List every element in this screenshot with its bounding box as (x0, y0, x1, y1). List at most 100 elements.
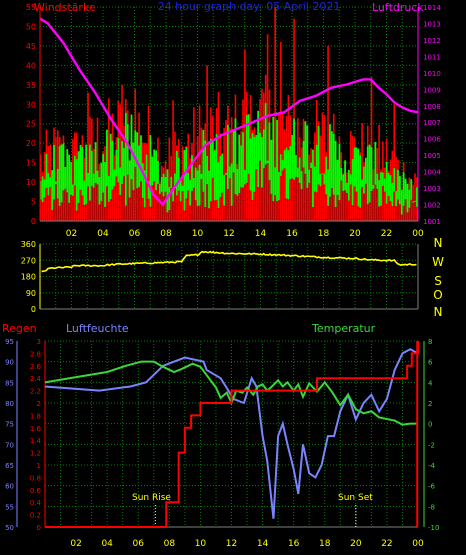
y-tick-regen: 2.8 (30, 350, 41, 358)
x-tick-label: 02 (66, 229, 77, 239)
x-tick-label: 16 (286, 229, 298, 239)
y-tick-luftdruck: 1004 (423, 169, 441, 177)
label-temperatur: Temperatur (311, 322, 376, 335)
y-tick-humidity: 75 (5, 421, 14, 429)
y-tick-windstaerke: 55 (26, 3, 36, 12)
y-tick-windstaerke: 40 (26, 61, 36, 70)
y-tick-windstaerke: 0 (31, 217, 36, 226)
y-tick-windstaerke: 35 (26, 81, 36, 90)
label-regen: Regen (2, 322, 37, 335)
y-tick-windstaerke: 10 (26, 178, 36, 187)
x-tick-label: 22 (381, 229, 392, 239)
y-tick-regen: 1.2 (30, 450, 41, 458)
x-tick-label: 18 (319, 539, 331, 549)
y-tick-regen: 0.8 (30, 474, 41, 482)
y-tick-luftdruck: 1014 (423, 4, 441, 12)
y-tick-regen: 2.4 (30, 375, 42, 383)
y-tick-windstaerke: 45 (26, 42, 36, 51)
y-tick-humidity: 70 (5, 441, 14, 449)
y-tick-temperature: -4 (428, 462, 436, 470)
y-tick-windstaerke: 25 (26, 120, 36, 129)
y-tick-regen: 1 (37, 462, 41, 470)
y-tick-regen: 1.6 (30, 425, 42, 433)
y-tick-luftdruck: 1003 (423, 185, 441, 193)
y-tick-luftdruck: 1011 (423, 53, 441, 61)
y-tick-luftdruck: 1002 (423, 202, 441, 210)
rain-line (45, 341, 419, 528)
y-tick-luftdruck: 1006 (423, 136, 441, 144)
x-tick-label: 00 (412, 229, 424, 239)
y-tick-luftdruck: 1001 (423, 218, 441, 226)
y-tick-temperature: -10 (428, 524, 439, 532)
y-tick-windstaerke: 15 (26, 159, 36, 168)
y-tick-regen: 0 (37, 524, 41, 532)
y-tick-luftdruck: 1005 (423, 152, 441, 160)
pressure-line (39, 17, 419, 207)
x-tick-label: 20 (350, 539, 362, 549)
x-tick-label: 18 (318, 229, 330, 239)
x-tick-label: 10 (195, 539, 207, 549)
y-tick-direction: 0 (31, 305, 36, 314)
y-tick-temperature: -2 (428, 441, 435, 449)
label-luftfeuchte: Luftfeuchte (66, 322, 129, 335)
y-tick-luftdruck: 1012 (423, 37, 441, 45)
y-tick-windstaerke: 30 (26, 100, 36, 109)
label-sunset: Sun Set (338, 493, 373, 503)
y-tick-luftdruck: 1007 (423, 119, 441, 127)
y-tick-regen: 0.2 (30, 512, 41, 520)
y-tick-temperature: -8 (428, 503, 435, 511)
y-tick-humidity: 65 (5, 462, 14, 470)
compass-w: W (432, 255, 444, 269)
header-luftdruck: Luftdruck (372, 1, 424, 14)
wind-pressure-panel: 0510152025303540455055100110021003100410… (26, 3, 442, 239)
wind-direction-panel: 0 90 180 270 360 (21, 240, 419, 314)
x-tick-label: 20 (349, 229, 361, 239)
y-tick-regen: 3 (37, 338, 41, 346)
y-tick-temperature: 2 (428, 400, 432, 408)
y-tick-temperature: 4 (428, 379, 433, 387)
y-tick-regen: 1.4 (30, 437, 42, 445)
y-tick-regen: 2.6 (30, 363, 42, 371)
y-tick-luftdruck: 1009 (423, 86, 441, 94)
y-tick-luftdruck: 1008 (423, 103, 441, 111)
compass-n: N (434, 236, 443, 250)
x-tick-label: 08 (160, 229, 172, 239)
compass-o: O (433, 288, 442, 302)
x-tick-label: 16 (288, 539, 300, 549)
x-tick-label: 00 (412, 539, 424, 549)
y-tick-direction: 180 (21, 273, 36, 282)
y-tick-temperature: 0 (428, 421, 432, 429)
rain-humidity-temperature-panel: -10-8-6-4-20246800.20.40.60.811.21.41.61… (5, 338, 439, 549)
y-tick-windstaerke: 20 (26, 139, 36, 148)
y-tick-direction: 90 (26, 289, 36, 298)
y-tick-temperature: -6 (428, 483, 436, 491)
y-tick-regen: 1.8 (30, 412, 41, 420)
y-tick-humidity: 90 (5, 359, 14, 367)
x-tick-label: 02 (70, 539, 81, 549)
y-tick-temperature: 8 (428, 338, 432, 346)
x-tick-label: 22 (381, 539, 392, 549)
x-tick-label: 10 (192, 229, 204, 239)
label-sunrise: Sun Rise (132, 493, 171, 503)
y-tick-regen: 0.6 (30, 487, 42, 495)
x-tick-label: 08 (164, 539, 176, 549)
y-tick-direction: 360 (21, 240, 36, 249)
y-tick-regen: 0.4 (30, 499, 42, 507)
y-tick-humidity: 80 (5, 400, 14, 408)
x-tick-label: 06 (129, 229, 141, 239)
compass-n-bottom: N (434, 305, 443, 319)
temperature-line (44, 360, 418, 426)
humidity-line (44, 348, 419, 519)
x-tick-label: 12 (223, 229, 234, 239)
y-tick-luftdruck: 1010 (423, 70, 441, 78)
x-tick-label: 14 (257, 539, 269, 549)
direction-line (41, 250, 417, 273)
y-tick-windstaerke: 5 (31, 198, 36, 207)
y-tick-direction: 270 (21, 256, 36, 265)
x-tick-label: 04 (97, 229, 109, 239)
y-tick-luftdruck: 1013 (423, 20, 441, 28)
y-tick-humidity: 85 (5, 379, 14, 387)
